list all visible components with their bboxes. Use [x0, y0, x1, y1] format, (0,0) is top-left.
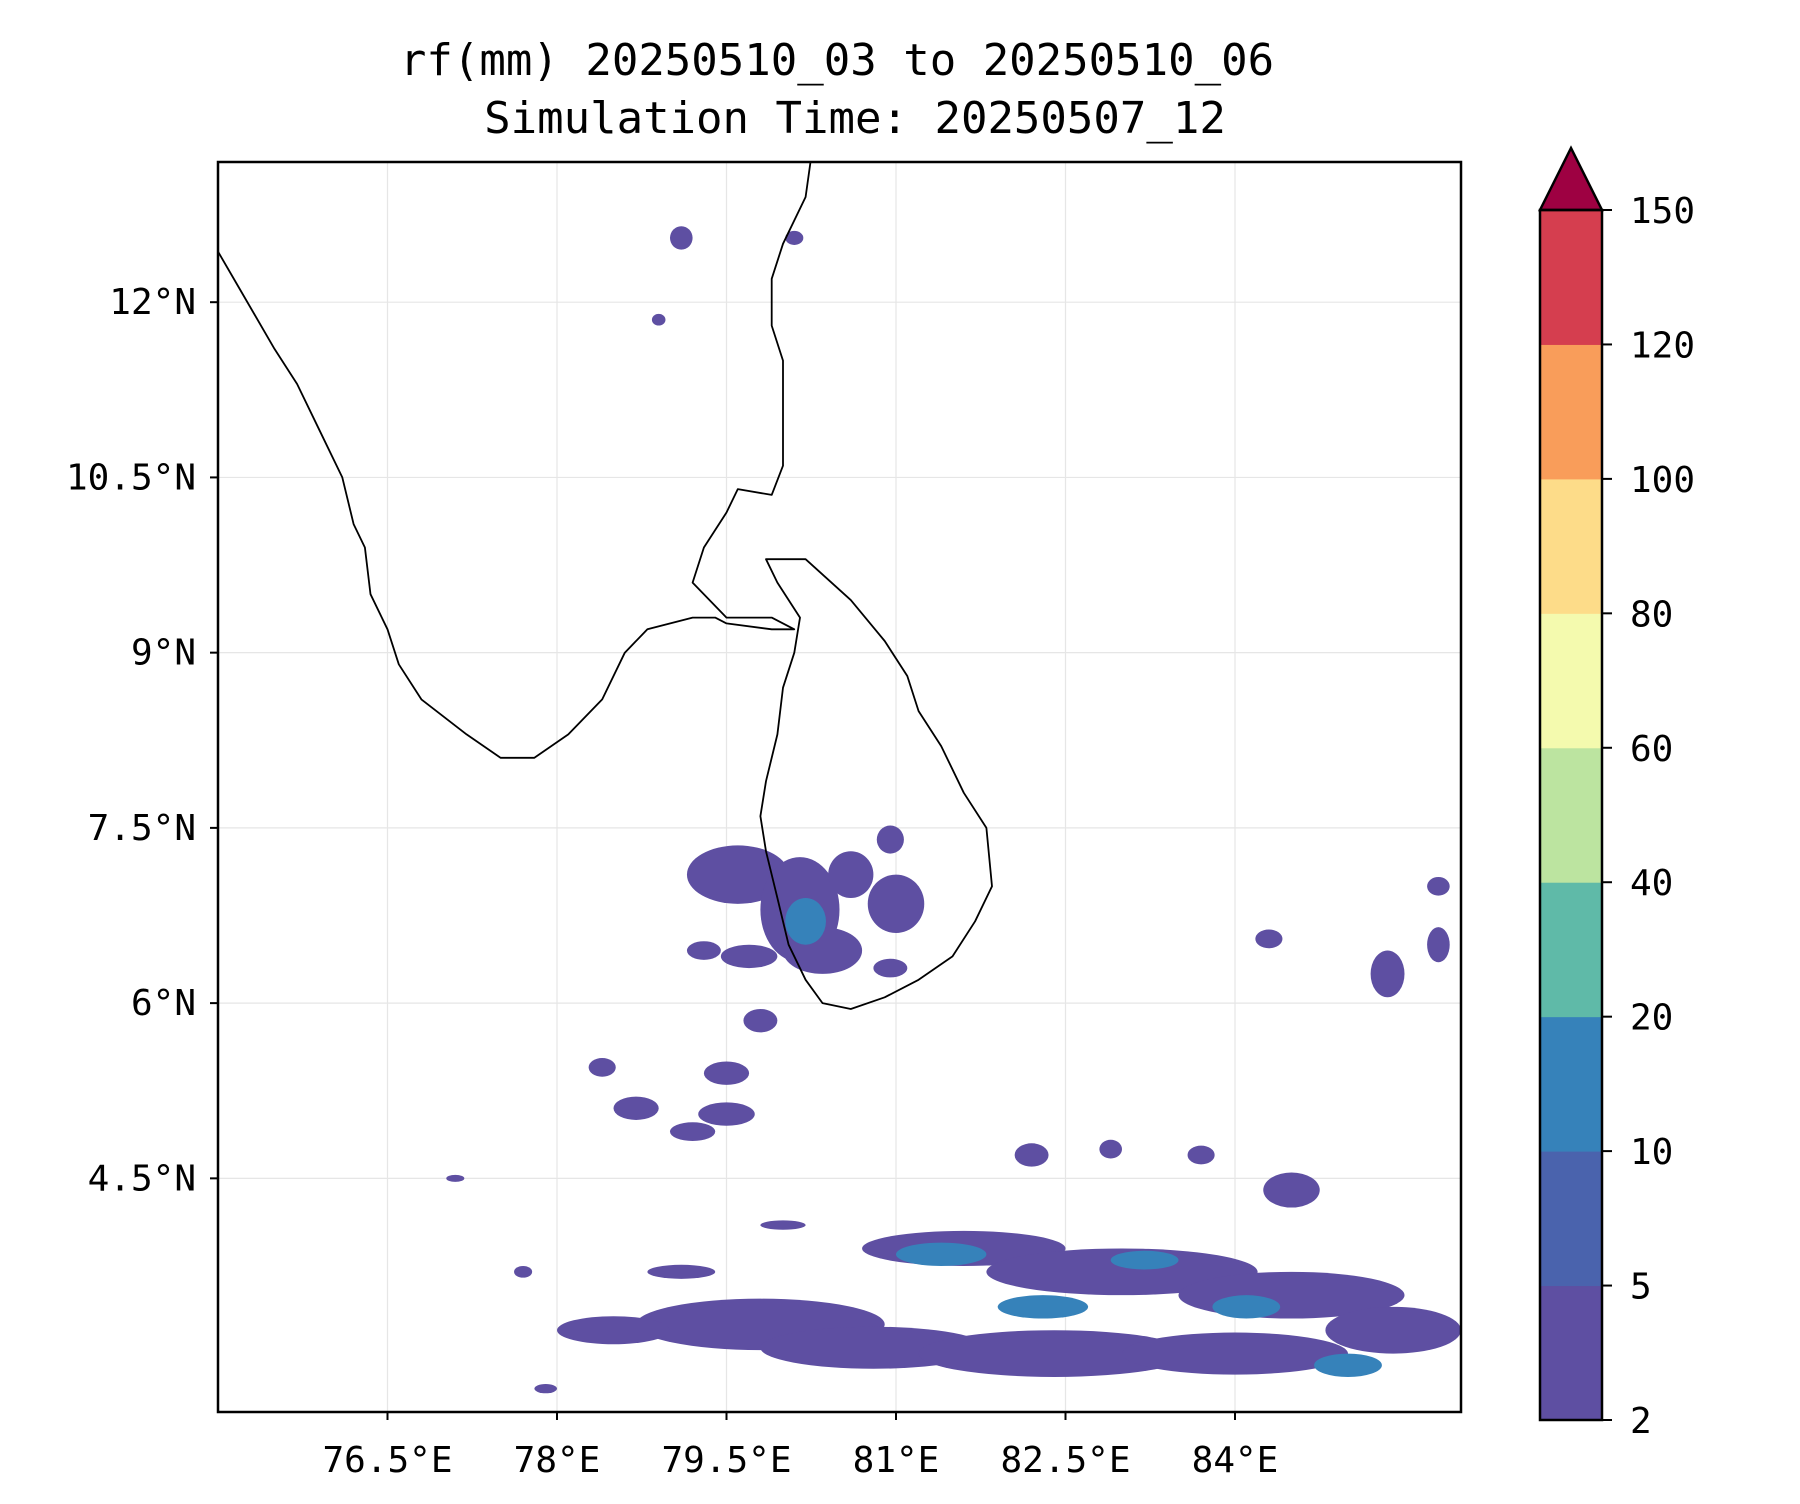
rain-cell: [698, 1102, 755, 1126]
rain-cell: [446, 1174, 465, 1182]
colorbar-frame: [1538, 208, 1604, 1422]
rain-cell: [1014, 1143, 1049, 1167]
title-line2: Simulation Time: 20250507_12: [484, 93, 1226, 144]
colorbar-tick-label: 5: [1630, 1267, 1652, 1308]
coastlines: [218, 162, 993, 1010]
colorbar-segment: [1540, 478, 1602, 614]
colorbar-segment: [1540, 344, 1602, 480]
map-frame: [216, 160, 1463, 1414]
map-background: [218, 162, 1461, 1412]
rain-cell: [651, 313, 666, 326]
rain-cell: [703, 1061, 750, 1085]
rain-cell: [873, 958, 908, 978]
colorbar-tick-label: 120: [1630, 325, 1695, 366]
rain-cell: [588, 1058, 616, 1077]
colorbar-tick-label: 2: [1630, 1401, 1652, 1442]
lat-tick-label: 9°N: [131, 633, 196, 674]
rain-cell: [876, 825, 904, 854]
rain-cell: [1325, 1306, 1461, 1354]
rain-cell: [1187, 1145, 1215, 1165]
rain-cell: [1255, 929, 1283, 949]
rain-cell: [647, 1264, 716, 1279]
colorbar-tick-label: 10: [1630, 1132, 1673, 1173]
lat-tick-label: 12°N: [109, 282, 196, 323]
lon-tick-label: 81°E: [853, 1440, 940, 1481]
gridlines: [218, 162, 1461, 1412]
rain-cell: [670, 226, 693, 250]
colorbar-segment: [1540, 1151, 1602, 1287]
colorbar-tick-label: 100: [1630, 460, 1695, 501]
lon-tick-label: 79.5°E: [661, 1440, 791, 1481]
rain-cell: [785, 230, 804, 245]
colorbar-tick-label: 60: [1630, 729, 1673, 770]
colorbar: 2 5 10 20 40 60 80 100 120 150: [1537, 145, 1695, 1442]
colorbar-ticks: 2 5 10 20 40 60 80 100 120 150: [1602, 191, 1695, 1442]
rain-cell: [918, 1330, 1190, 1377]
colorbar-segment: [1540, 882, 1602, 1018]
rain-cell: [1212, 1295, 1281, 1319]
rain-cell: [896, 1242, 987, 1266]
rain-cell: [534, 1383, 557, 1394]
rain-cell: [760, 1220, 806, 1230]
lon-tick-label: 76.5°E: [322, 1440, 452, 1481]
lat-tick-label: 7.5°N: [88, 808, 196, 849]
rain-cell: [986, 1248, 1258, 1296]
lat-tick-label: 10.5°N: [66, 457, 196, 498]
rain-cell: [867, 874, 925, 934]
rain-cell: [997, 1295, 1089, 1319]
colorbar-segment: [1540, 747, 1602, 883]
colorbar-segments: [1540, 210, 1602, 1421]
title-line1: rf(mm) 20250510_03 to 20250510_06: [400, 35, 1274, 86]
rain-cell: [514, 1265, 533, 1278]
colorbar-tick-label: 80: [1630, 594, 1673, 635]
rain-cell: [785, 897, 826, 945]
rain-cell: [828, 851, 874, 898]
rain-cell: [1099, 1139, 1122, 1159]
rain-cell: [686, 845, 789, 904]
rain-cell: [1427, 876, 1450, 896]
colorbar-segment: [1540, 210, 1602, 345]
rainfall-shading: [446, 226, 1461, 1394]
lon-tick-label: 84°E: [1192, 1440, 1279, 1481]
colorbar-segment: [1540, 1285, 1602, 1421]
rain-cell: [1263, 1172, 1320, 1208]
colorbar-tick-label: 150: [1630, 191, 1695, 232]
rain-cell: [743, 1008, 778, 1033]
rain-cell: [1370, 950, 1405, 998]
colorbar-tick-label: 40: [1630, 863, 1673, 904]
lat-tick-label: 4.5°N: [88, 1158, 196, 1199]
colorbar-tick-label: 20: [1630, 998, 1673, 1039]
rain-cell: [613, 1096, 659, 1120]
rain-cell: [670, 1122, 716, 1141]
lat-tick-label: 6°N: [131, 983, 196, 1024]
india-coastline: [218, 162, 812, 759]
rain-cell: [1122, 1332, 1348, 1375]
latitude-ticks: 12°N 10.5°N 9°N 7.5°N 6°N 4.5°N: [66, 282, 218, 1199]
rain-cell: [557, 1316, 670, 1345]
srilanka-coastline: [759, 558, 993, 1010]
lon-tick-label: 82.5°E: [1000, 1440, 1130, 1481]
map-panel: 76.5°E 78°E 79.5°E 81°E 82.5°E 84°E 12°N 10.5°…: [66, 160, 1463, 1481]
rain-cell: [1110, 1250, 1179, 1270]
rain-cell: [720, 944, 778, 969]
colorbar-segment: [1540, 1016, 1602, 1152]
rain-cell: [1314, 1353, 1382, 1377]
lon-tick-label: 78°E: [514, 1440, 601, 1481]
colorbar-extend-arrow: [1537, 145, 1605, 212]
longitude-ticks: 76.5°E 78°E 79.5°E 81°E 82.5°E 84°E: [322, 1412, 1278, 1481]
colorbar-segment: [1540, 613, 1602, 749]
rain-cell: [1427, 927, 1450, 963]
rain-cell: [686, 941, 721, 960]
